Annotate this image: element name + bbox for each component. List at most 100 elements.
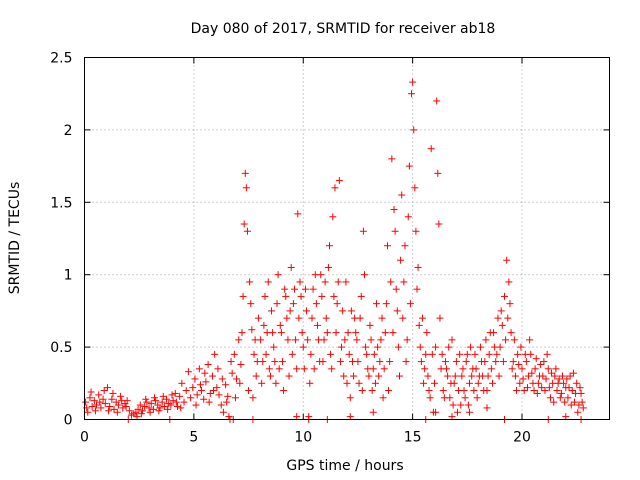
data-point bbox=[296, 278, 304, 286]
data-points bbox=[82, 78, 587, 423]
data-point bbox=[214, 365, 222, 373]
data-point bbox=[163, 395, 171, 403]
data-point bbox=[398, 191, 406, 199]
data-point bbox=[466, 408, 473, 416]
data-point bbox=[91, 407, 99, 415]
data-point bbox=[287, 263, 295, 271]
data-point bbox=[452, 358, 460, 366]
data-point bbox=[367, 336, 375, 344]
data-point bbox=[485, 350, 493, 358]
data-point bbox=[425, 387, 433, 395]
data-point bbox=[295, 314, 303, 322]
data-point bbox=[241, 169, 249, 177]
data-point bbox=[108, 395, 116, 403]
data-point bbox=[568, 387, 576, 395]
data-point bbox=[508, 365, 516, 373]
data-point bbox=[389, 329, 397, 337]
data-point bbox=[391, 227, 399, 235]
data-point bbox=[530, 387, 538, 395]
data-point bbox=[469, 365, 477, 373]
data-point bbox=[538, 384, 546, 392]
data-point bbox=[363, 350, 371, 358]
data-point bbox=[180, 398, 188, 406]
data-point bbox=[284, 336, 292, 344]
data-point bbox=[565, 384, 573, 392]
data-point bbox=[473, 394, 481, 402]
data-point bbox=[231, 394, 239, 402]
data-point bbox=[438, 350, 446, 358]
data-point bbox=[136, 401, 144, 409]
data-point bbox=[525, 372, 533, 380]
data-point bbox=[459, 365, 467, 373]
data-point bbox=[243, 227, 251, 235]
data-point bbox=[118, 397, 126, 405]
data-point bbox=[519, 375, 527, 383]
data-point bbox=[412, 227, 420, 235]
data-point bbox=[474, 379, 482, 387]
x-tick-label: 0 bbox=[80, 430, 89, 446]
data-point bbox=[143, 398, 151, 406]
data-point bbox=[238, 329, 246, 337]
data-point bbox=[82, 398, 90, 406]
data-point bbox=[531, 365, 539, 373]
data-point bbox=[494, 314, 502, 322]
data-point bbox=[556, 394, 564, 402]
data-point bbox=[534, 379, 542, 387]
data-point bbox=[546, 394, 554, 402]
data-point bbox=[356, 314, 364, 322]
data-point bbox=[566, 372, 574, 380]
data-point bbox=[248, 326, 256, 334]
data-point bbox=[456, 350, 464, 358]
data-point bbox=[515, 360, 523, 368]
data-point bbox=[506, 300, 514, 308]
plot-frame bbox=[84, 57, 610, 420]
data-point bbox=[198, 387, 206, 395]
data-point bbox=[262, 350, 270, 358]
data-point bbox=[344, 329, 352, 337]
data-point bbox=[133, 413, 141, 421]
data-point bbox=[416, 343, 424, 351]
data-point bbox=[426, 394, 434, 402]
data-point bbox=[557, 389, 565, 397]
data-point bbox=[224, 392, 232, 400]
data-point bbox=[449, 401, 457, 409]
data-point bbox=[100, 387, 108, 395]
data-point bbox=[93, 401, 101, 409]
data-point bbox=[420, 379, 428, 387]
data-point bbox=[444, 372, 452, 380]
data-point bbox=[357, 292, 365, 300]
data-point bbox=[432, 343, 440, 351]
data-point bbox=[561, 398, 569, 406]
y-tick-label: 2.5 bbox=[50, 51, 72, 67]
data-point bbox=[202, 378, 210, 386]
data-point bbox=[542, 375, 550, 383]
data-point bbox=[312, 300, 320, 308]
data-point bbox=[544, 365, 552, 373]
data-point bbox=[249, 394, 257, 402]
data-point bbox=[399, 314, 407, 322]
data-point bbox=[270, 343, 278, 351]
data-point bbox=[502, 336, 510, 344]
data-point bbox=[468, 372, 476, 380]
data-point bbox=[358, 387, 366, 395]
data-point bbox=[463, 350, 471, 358]
data-point bbox=[578, 398, 586, 406]
data-point bbox=[142, 395, 150, 403]
x-tick-label: 15 bbox=[404, 430, 422, 446]
data-point bbox=[511, 372, 519, 380]
data-point bbox=[336, 358, 344, 366]
data-point bbox=[558, 372, 566, 380]
data-point bbox=[528, 369, 536, 377]
data-point bbox=[461, 394, 469, 402]
data-point bbox=[574, 408, 582, 416]
data-point bbox=[146, 408, 154, 416]
data-point bbox=[405, 162, 413, 170]
data-point bbox=[380, 365, 388, 373]
data-point bbox=[113, 408, 121, 416]
data-point bbox=[269, 329, 277, 337]
data-point bbox=[96, 398, 104, 406]
data-point bbox=[370, 350, 378, 358]
data-point bbox=[195, 365, 203, 373]
data-point bbox=[413, 285, 421, 293]
